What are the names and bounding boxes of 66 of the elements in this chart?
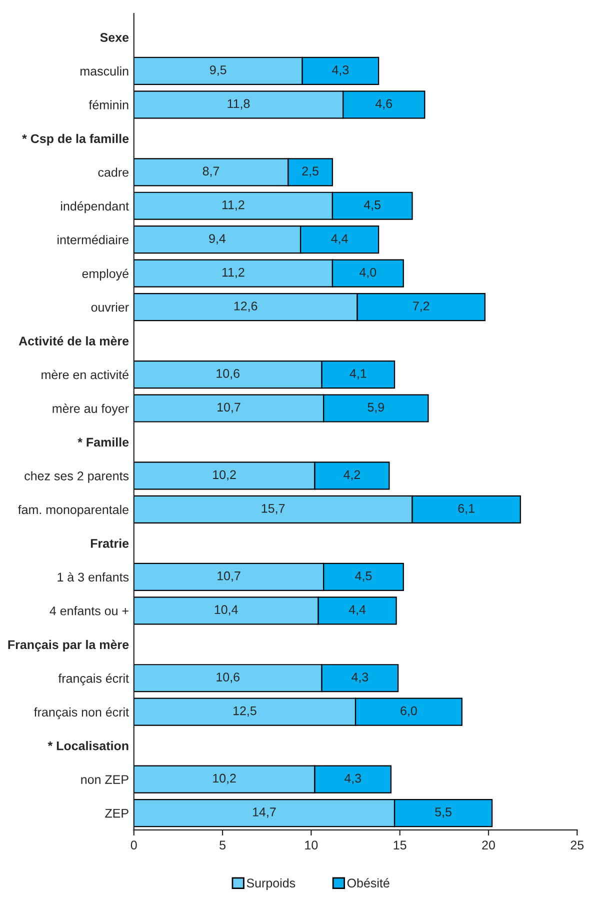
data-label: 11,2: [222, 200, 244, 211]
x-tick-label: 0: [130, 840, 137, 850]
data-label: 4,2: [344, 470, 360, 481]
x-tick-label: 10: [305, 840, 318, 850]
data-label: 14,7: [252, 808, 276, 818]
data-label: 4,4: [348, 605, 366, 616]
data-label: 4,1: [350, 369, 366, 380]
data-label: 8,7: [202, 166, 220, 177]
y-tick-label: 4 enfants ou +: [50, 606, 128, 616]
y-tick-label: ZEP: [105, 808, 128, 818]
data-label: 5,9: [368, 402, 384, 414]
data-label: 10,4: [214, 605, 238, 616]
data-label: 4,3: [352, 672, 368, 683]
data-label: 7,2: [413, 302, 430, 312]
y-tick-label: employé: [82, 268, 128, 281]
x-tick-label: 20: [482, 840, 495, 850]
y-tick-label: * Csp de la famille: [22, 134, 129, 146]
data-label: 10,2: [213, 774, 236, 784]
legend-label: Obésité: [347, 878, 390, 888]
y-tick-label: intermédiaire: [58, 234, 128, 244]
y-tick-label: ouvrier: [91, 302, 129, 312]
data-label: 9,5: [210, 65, 226, 76]
data-label: 2,5: [302, 166, 318, 177]
data-label: 12,6: [234, 302, 258, 312]
y-tick-label: Français par la mère: [8, 640, 129, 652]
y-tick-label: non ZEP: [81, 775, 128, 784]
data-label: 4,4: [331, 234, 348, 244]
y-tick-label: * Famille: [78, 437, 129, 447]
data-label: 11,2: [222, 268, 244, 278]
y-tick-label: français écrit: [58, 674, 129, 686]
y-tick-label: mère en activité: [42, 370, 128, 380]
data-label: 6,1: [458, 504, 474, 514]
data-label: 4,3: [344, 774, 361, 784]
y-tick-label: * Localisation: [48, 741, 128, 750]
data-label: 15,7: [262, 504, 285, 514]
data-label: 10,7: [218, 571, 240, 582]
data-label: 4,5: [364, 200, 381, 211]
data-label: 4,3: [332, 65, 349, 76]
data-label: 9,4: [209, 234, 226, 244]
data-label: 6,0: [400, 706, 417, 717]
x-tick-label: 25: [570, 840, 584, 850]
y-tick-label: Fratrie: [90, 538, 129, 548]
data-label: 5,5: [435, 808, 452, 818]
x-tick-label: 5: [220, 840, 226, 850]
y-tick-label: féminin: [88, 100, 128, 110]
legend-label: Surpoids: [246, 878, 296, 890]
data-label: 4,5: [355, 572, 372, 582]
y-tick-label: indépendant: [61, 201, 129, 214]
y-tick-label: cadre: [98, 168, 128, 177]
data-label: 10,6: [216, 369, 240, 380]
data-label: 10,6: [216, 672, 240, 683]
data-label: 4,0: [360, 268, 376, 278]
y-tick-label: chez ses 2 parents: [24, 471, 129, 483]
y-tick-label: masculin: [80, 66, 128, 76]
y-tick-label: 1 à 3 enfants: [58, 572, 129, 582]
y-tick-label: Sexe: [100, 33, 129, 42]
data-label: 12,5: [233, 706, 256, 717]
y-tick-label: Activité de la mère: [18, 336, 129, 346]
y-tick-label: français non écrit: [34, 707, 129, 720]
data-label: 10,2: [213, 470, 236, 481]
y-tick-label: fam. monoparentale: [18, 504, 128, 517]
data-label: 10,7: [218, 402, 240, 414]
y-tick-label: mère au foyer: [52, 404, 129, 416]
x-tick-label: 15: [394, 840, 406, 850]
data-label: 11,8: [228, 99, 250, 110]
data-label: 4,6: [375, 99, 392, 110]
